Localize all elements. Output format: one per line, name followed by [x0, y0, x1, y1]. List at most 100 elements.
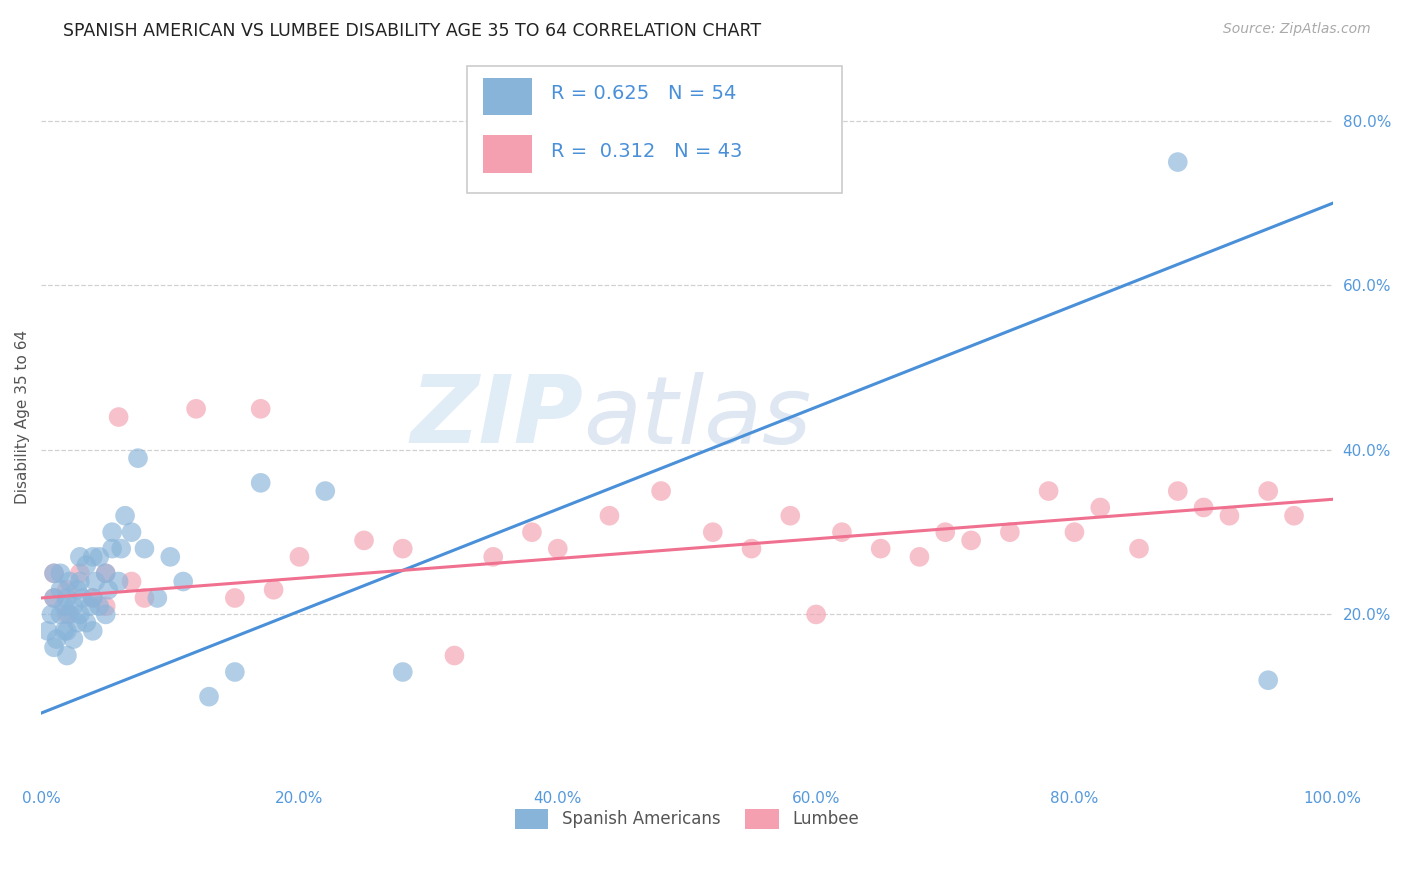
Point: [249, 475, 271, 490]
Point: [650, 484, 672, 499]
Point: [114, 508, 136, 523]
Point: [58, 574, 80, 589]
Point: [831, 525, 853, 540]
Point: [391, 665, 413, 679]
Point: [224, 591, 246, 605]
Text: R = 0.625   N = 54: R = 0.625 N = 54: [551, 84, 737, 103]
Point: [121, 574, 143, 589]
Point: [41, 607, 63, 622]
Point: [1128, 541, 1150, 556]
Point: [42, 591, 65, 605]
Point: [82, 591, 104, 605]
Point: [62, 599, 84, 614]
Point: [869, 541, 891, 556]
Point: [121, 525, 143, 540]
Point: [66, 582, 89, 597]
Point: [69, 566, 91, 581]
Point: [741, 541, 763, 556]
Point: [960, 533, 983, 548]
Text: Source: ZipAtlas.com: Source: ZipAtlas.com: [1223, 22, 1371, 37]
Text: ZIP: ZIP: [411, 371, 583, 463]
Point: [49, 566, 72, 581]
Point: [75, 558, 97, 572]
Point: [107, 410, 129, 425]
Point: [101, 541, 124, 556]
Point: [314, 484, 336, 499]
Point: [908, 549, 931, 564]
Point: [37, 624, 59, 638]
Point: [263, 582, 285, 597]
Point: [66, 615, 89, 630]
Point: [82, 549, 104, 564]
Point: [82, 624, 104, 638]
Point: [520, 525, 543, 540]
Point: [1257, 673, 1279, 688]
Point: [94, 566, 117, 581]
Point: [107, 574, 129, 589]
Point: [94, 599, 117, 614]
Point: [49, 582, 72, 597]
FancyBboxPatch shape: [467, 66, 842, 193]
Point: [249, 401, 271, 416]
Point: [58, 607, 80, 622]
Point: [79, 599, 101, 614]
Point: [443, 648, 465, 663]
Point: [134, 541, 156, 556]
Point: [779, 508, 801, 523]
Point: [184, 401, 207, 416]
Point: [56, 624, 79, 638]
Point: [1167, 155, 1189, 169]
Point: [45, 632, 67, 646]
Point: [1038, 484, 1060, 499]
Point: [49, 607, 72, 622]
Point: [1063, 525, 1085, 540]
Point: [482, 549, 505, 564]
Point: [1257, 484, 1279, 499]
Point: [69, 607, 91, 622]
Point: [56, 607, 79, 622]
Point: [1192, 500, 1215, 515]
Point: [56, 591, 79, 605]
Legend: Spanish Americans, Lumbee: Spanish Americans, Lumbee: [509, 802, 866, 836]
Point: [53, 599, 76, 614]
Point: [598, 508, 620, 523]
Point: [804, 607, 827, 622]
Text: SPANISH AMERICAN VS LUMBEE DISABILITY AGE 35 TO 64 CORRELATION CHART: SPANISH AMERICAN VS LUMBEE DISABILITY AG…: [63, 22, 762, 40]
Point: [1282, 508, 1305, 523]
Point: [1167, 484, 1189, 499]
Point: [353, 533, 375, 548]
Point: [94, 566, 117, 581]
Point: [198, 690, 221, 704]
Point: [288, 549, 311, 564]
Point: [101, 525, 124, 540]
Point: [1218, 508, 1240, 523]
Point: [127, 451, 149, 466]
Point: [110, 541, 132, 556]
Point: [69, 549, 91, 564]
Point: [146, 591, 169, 605]
Point: [998, 525, 1021, 540]
Point: [159, 549, 181, 564]
Point: [69, 574, 91, 589]
Point: [89, 599, 111, 614]
Point: [97, 582, 120, 597]
Point: [172, 574, 194, 589]
Point: [42, 591, 65, 605]
Point: [42, 566, 65, 581]
Point: [42, 640, 65, 655]
Bar: [482, 136, 531, 173]
Point: [56, 648, 79, 663]
Text: R =  0.312   N = 43: R = 0.312 N = 43: [551, 142, 742, 161]
Text: atlas: atlas: [583, 372, 811, 463]
Point: [934, 525, 956, 540]
Y-axis label: Disability Age 35 to 64: Disability Age 35 to 64: [15, 330, 30, 504]
Point: [42, 566, 65, 581]
Point: [1090, 500, 1112, 515]
Point: [89, 549, 111, 564]
Point: [62, 632, 84, 646]
Point: [224, 665, 246, 679]
Point: [72, 591, 94, 605]
Point: [84, 574, 107, 589]
Point: [134, 591, 156, 605]
Point: [391, 541, 413, 556]
